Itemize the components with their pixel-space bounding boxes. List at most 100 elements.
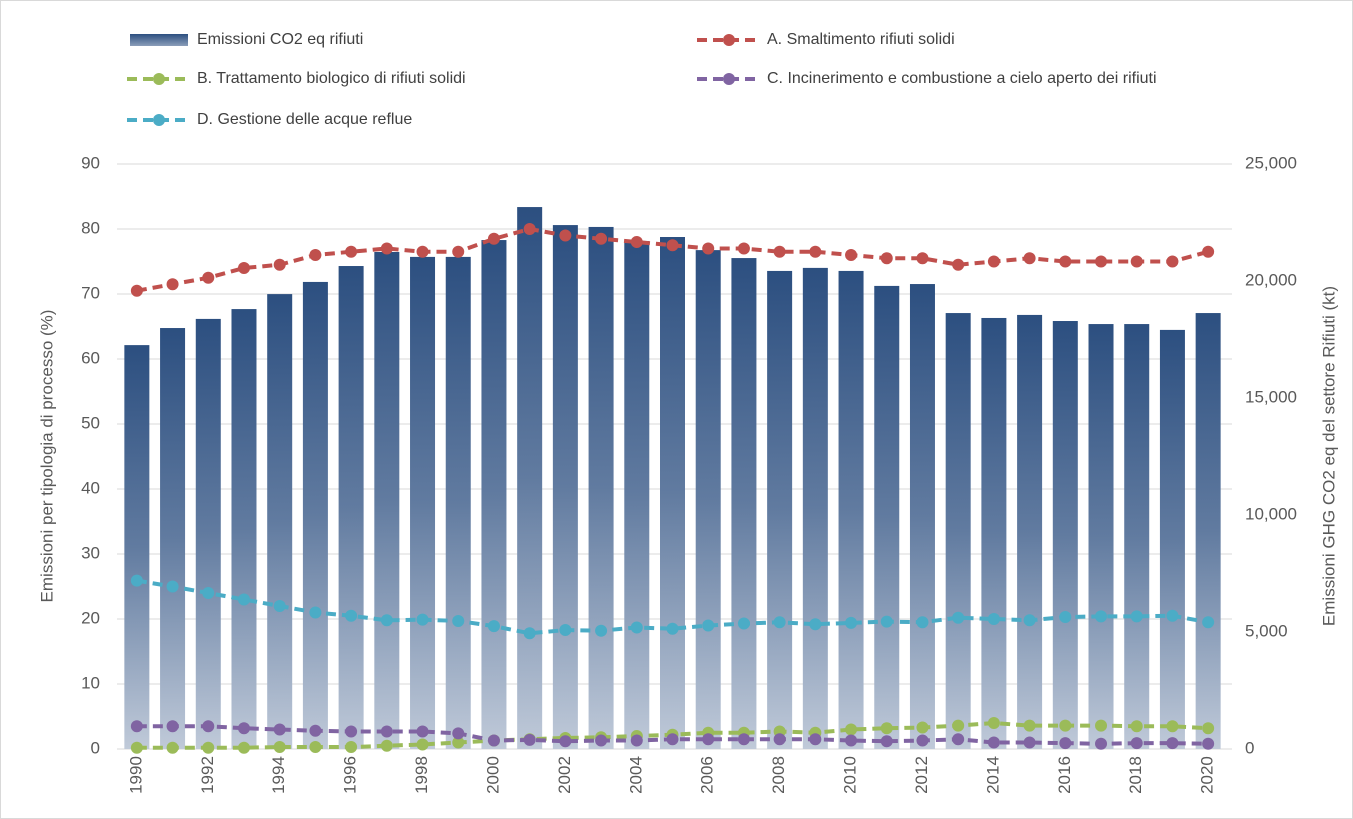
- legend-marker: [723, 34, 735, 46]
- line-marker: [380, 614, 393, 627]
- bar: [481, 240, 507, 750]
- line-marker: [1095, 737, 1108, 750]
- line-marker: [309, 249, 322, 261]
- line-marker: [523, 733, 536, 746]
- line-marker: [1023, 719, 1036, 732]
- bar: [624, 240, 650, 749]
- y-tick-label: 0: [91, 738, 100, 757]
- line-marker: [845, 734, 858, 747]
- line-marker: [987, 736, 1000, 749]
- line-marker: [702, 619, 715, 632]
- x-tick-label: 2014: [983, 756, 1002, 794]
- line-marker: [987, 717, 1000, 729]
- line-marker: [845, 249, 858, 261]
- x-tick-label: 1998: [412, 756, 431, 794]
- line-marker: [1059, 719, 1072, 732]
- bar: [1088, 324, 1114, 749]
- line-marker: [630, 236, 643, 248]
- line-marker: [166, 720, 179, 733]
- line-marker: [880, 615, 893, 628]
- bar: [1017, 314, 1043, 749]
- line-marker: [1202, 722, 1215, 735]
- bar: [1124, 324, 1150, 749]
- line-marker: [309, 606, 322, 619]
- line-marker: [345, 725, 358, 738]
- line-marker: [416, 613, 429, 626]
- legend-marker: [153, 73, 165, 85]
- y-tick-label: 40: [81, 478, 100, 497]
- bar: [767, 270, 793, 749]
- line-marker: [273, 258, 286, 271]
- y-tick-label: 60: [81, 348, 100, 367]
- line-marker: [1059, 737, 1072, 750]
- line-marker: [845, 616, 858, 629]
- line-marker: [916, 252, 929, 265]
- line-marker: [130, 284, 143, 297]
- line-marker: [237, 741, 250, 754]
- line-marker: [452, 614, 465, 627]
- line-marker: [773, 245, 786, 258]
- line-marker: [987, 255, 1000, 268]
- line-marker: [309, 724, 322, 737]
- bar: [1052, 321, 1078, 749]
- bar: [445, 256, 471, 749]
- bar: [195, 318, 221, 749]
- bar: [410, 256, 436, 749]
- bar: [517, 207, 543, 749]
- line-marker: [737, 617, 750, 630]
- line-marker: [1130, 720, 1143, 733]
- bar: [231, 309, 257, 749]
- bar: [981, 317, 1007, 749]
- legend-label: D. Gestione delle acque reflue: [197, 111, 412, 128]
- line-marker: [1202, 737, 1215, 750]
- y2-tick-label: 20,000: [1245, 270, 1297, 289]
- line-marker: [666, 733, 679, 746]
- bar: [588, 226, 614, 750]
- bar: [731, 258, 757, 749]
- y-tick-label: 90: [81, 153, 100, 172]
- line-marker: [702, 733, 715, 746]
- line-marker: [1059, 255, 1072, 268]
- line-marker: [880, 735, 893, 748]
- line-marker: [309, 741, 322, 754]
- line-marker: [166, 741, 179, 754]
- x-tick-label: 1996: [341, 756, 360, 794]
- line-marker: [1130, 255, 1143, 268]
- y-axis-title: Emissioni per tipologia di processo (%): [37, 310, 56, 603]
- line-marker: [1095, 255, 1108, 268]
- line-marker: [416, 245, 429, 258]
- x-tick-label: 2018: [1126, 756, 1145, 794]
- line-marker: [166, 278, 179, 291]
- line-marker: [952, 258, 965, 271]
- legend-marker: [723, 73, 735, 85]
- bar: [1159, 329, 1185, 749]
- line-marker: [952, 611, 965, 624]
- legend-item: D. Gestione delle acque reflue: [127, 111, 412, 128]
- line-marker: [737, 733, 750, 746]
- legend-label: B. Trattamento biologico di rifiuti soli…: [197, 70, 466, 87]
- line-marker: [666, 239, 679, 252]
- line-marker: [1166, 255, 1179, 268]
- x-tick-label: 2020: [1198, 756, 1217, 794]
- x-tick-label: 2010: [841, 756, 860, 794]
- bar: [374, 251, 400, 749]
- y2-tick-label: 10,000: [1245, 504, 1297, 523]
- line-marker: [380, 725, 393, 738]
- x-tick-label: 1992: [198, 756, 217, 794]
- line-marker: [952, 733, 965, 746]
- line-marker: [809, 245, 822, 258]
- line-marker: [1059, 611, 1072, 624]
- line-marker: [666, 622, 679, 635]
- legend-marker: [153, 114, 165, 126]
- line-marker: [202, 741, 215, 754]
- line-marker: [773, 733, 786, 746]
- legend-label: C. Incinerimento e combustione a cielo a…: [767, 70, 1157, 87]
- line-marker: [1023, 736, 1036, 749]
- line-marker: [916, 616, 929, 629]
- bar: [124, 345, 150, 749]
- line-marker: [559, 735, 572, 748]
- line-marker: [595, 232, 608, 245]
- line-marker: [452, 736, 465, 749]
